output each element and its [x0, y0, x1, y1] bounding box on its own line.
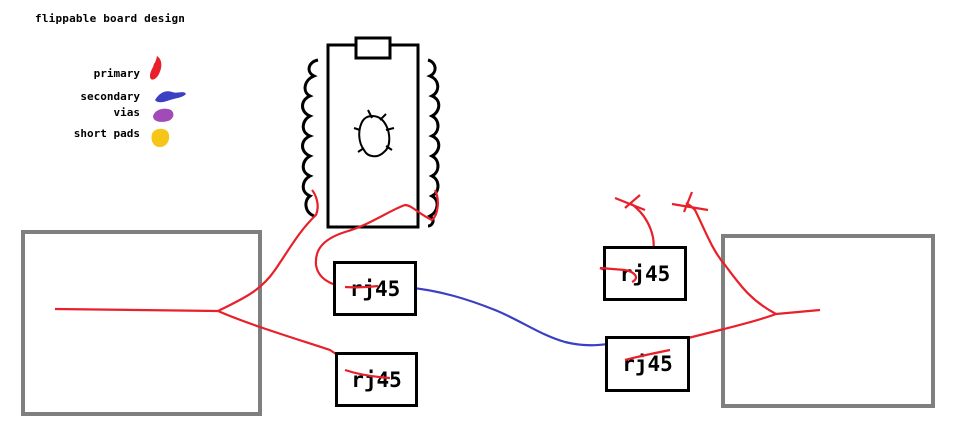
- bug-logo-icon: [353, 109, 395, 158]
- secondary-trace: [403, 285, 609, 347]
- legend-label-vias: vias: [113, 106, 141, 119]
- purple-scribble-icon: [153, 108, 174, 122]
- rj45-connector-right-top: rj45: [603, 246, 687, 301]
- diagram-title: flippable board design: [35, 12, 186, 25]
- legend-label-primary: primary: [93, 67, 140, 80]
- blue-scribble-icon: [155, 91, 186, 103]
- left-board-outline: [21, 230, 262, 416]
- legend-label-short-pads: short pads: [73, 127, 140, 140]
- yellow-scribble-icon: [151, 128, 170, 148]
- usb-connector: [354, 36, 392, 60]
- rj45-connector-left-bottom: rj45: [335, 352, 418, 407]
- red-scribble-icon: [150, 56, 162, 80]
- right-board-outline: [721, 234, 935, 408]
- rj45-connector-left-top: rj45: [333, 261, 417, 316]
- rj45-connector-right-bottom: rj45: [605, 336, 690, 392]
- legend-label-secondary: secondary: [80, 90, 140, 103]
- left-pin-scribbles: [301, 58, 319, 218]
